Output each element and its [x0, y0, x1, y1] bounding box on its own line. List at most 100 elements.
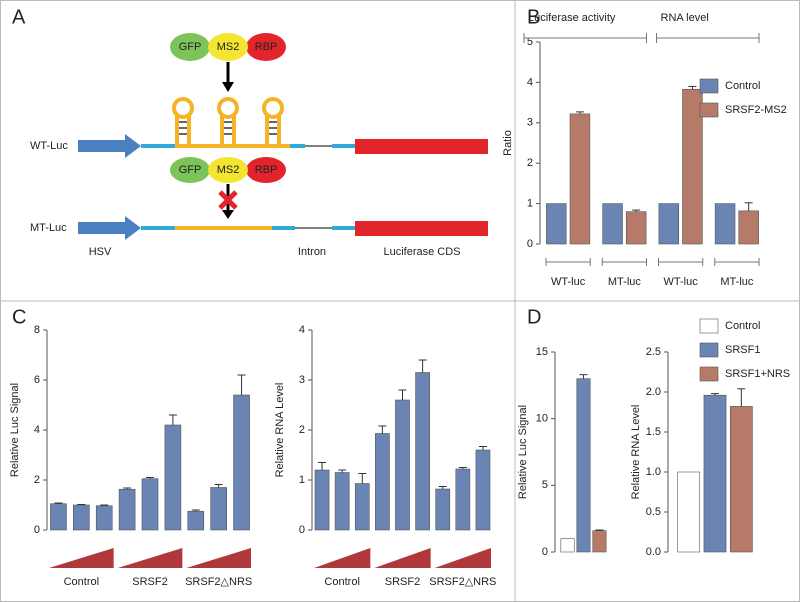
bar — [682, 88, 703, 245]
group-label: SRSF2△NRS — [185, 576, 252, 588]
group-label: RNA level — [661, 12, 709, 24]
protein-label: MS2 — [217, 164, 240, 176]
group-bracket — [523, 33, 647, 43]
y-tick-label: 5 — [542, 479, 548, 491]
y-tick-label: 2 — [299, 424, 305, 436]
protein — [246, 33, 286, 61]
region-label: Luciferase CDS — [383, 246, 460, 258]
arrow-head — [222, 82, 234, 92]
y-tick-label: 0 — [527, 238, 533, 250]
hairpins — [172, 97, 284, 146]
y-tick-label: 6 — [34, 374, 40, 386]
panel-label: C — [12, 306, 26, 328]
dose-triangle — [374, 548, 431, 568]
panel-label: B — [527, 6, 540, 28]
y-tick-label: 0 — [542, 546, 548, 558]
y-tick-label: 4 — [527, 76, 533, 88]
y-tick-label: 1.5 — [646, 426, 661, 438]
y-tick-label: 2.0 — [646, 386, 661, 398]
legend-swatch — [699, 342, 719, 358]
group-label: SRSF2△NRS — [429, 576, 496, 588]
y-tick-label: 5 — [527, 36, 533, 48]
dose-triangle — [186, 548, 251, 568]
legend-label: Control — [725, 80, 760, 92]
legend-swatch — [699, 318, 719, 334]
panel-label: D — [527, 306, 541, 328]
legend-swatch — [699, 102, 719, 118]
bar — [569, 113, 591, 245]
bar — [625, 211, 647, 245]
y-tick-label: 3 — [527, 117, 533, 129]
bar — [375, 433, 390, 531]
y-tick-label: 1.0 — [646, 466, 661, 478]
bar — [395, 399, 410, 531]
dose-triangle — [49, 548, 114, 568]
protein — [208, 33, 248, 61]
bar — [677, 471, 701, 553]
y-axis-label: Relative RNA Level — [274, 383, 286, 478]
block-mark — [218, 190, 238, 210]
panel-label: A — [12, 6, 26, 28]
region-label: HSV — [89, 246, 112, 258]
bar — [164, 424, 182, 531]
y-tick-label: 3 — [299, 374, 305, 386]
legend-swatch — [699, 366, 719, 382]
legend-swatch — [699, 78, 719, 94]
y-tick-label: 4 — [299, 324, 305, 336]
bar — [73, 504, 90, 531]
dose-triangle — [314, 548, 371, 568]
y-axis-label: Ratio — [502, 130, 514, 156]
row-label: WT-Luc — [30, 140, 68, 152]
category-bracket — [714, 258, 760, 266]
protein-label: RBP — [255, 164, 278, 176]
bar — [354, 483, 370, 531]
x-tick-label: WT-luc — [551, 276, 586, 288]
bar — [334, 472, 350, 531]
bar — [50, 503, 67, 531]
x-tick-label: MT-luc — [720, 276, 754, 288]
stem-pairs — [179, 121, 277, 135]
region-label: Intron — [298, 246, 326, 258]
y-tick-label: 0 — [34, 524, 40, 536]
bar — [602, 203, 623, 245]
bar — [658, 203, 680, 245]
bar — [187, 510, 205, 531]
protein-label: MS2 — [217, 41, 240, 53]
y-tick-label: 2 — [34, 474, 40, 486]
protein — [246, 157, 286, 183]
bar — [703, 394, 727, 553]
bar — [729, 406, 753, 553]
bar — [95, 505, 113, 531]
group-label: SRSF2 — [385, 576, 420, 588]
y-tick-label: 8 — [34, 324, 40, 336]
y-axis-label: Relative Luc Signal — [9, 383, 21, 477]
bar — [210, 487, 227, 531]
luciferase — [355, 139, 488, 154]
legend-label: SRSF2-MS2 — [725, 104, 787, 116]
group-label: Control — [64, 576, 99, 588]
y-tick-label: 15 — [536, 346, 548, 358]
y-tick-label: 1 — [299, 474, 305, 486]
bar — [118, 488, 136, 531]
y-tick-label: 0.5 — [646, 506, 661, 518]
dose-triangle — [117, 548, 183, 568]
bar — [415, 372, 430, 531]
y-tick-label: 0.0 — [646, 546, 661, 558]
y-tick-label: 2.5 — [646, 346, 661, 358]
legend-label: SRSF1 — [725, 344, 760, 356]
bar — [435, 488, 451, 531]
x-tick-label: WT-luc — [664, 276, 699, 288]
row-label: MT-Luc — [30, 222, 67, 234]
legend-label: Control — [725, 320, 760, 332]
bar — [592, 530, 607, 553]
protein — [170, 157, 210, 183]
protein — [170, 33, 210, 61]
bar — [475, 449, 491, 531]
promoter-arrow — [78, 216, 141, 240]
y-tick-label: 2 — [527, 157, 533, 169]
group-label: SRSF2 — [132, 576, 167, 588]
arrow-head — [222, 210, 234, 219]
y-tick-label: 0 — [299, 524, 305, 536]
bar — [455, 468, 471, 531]
